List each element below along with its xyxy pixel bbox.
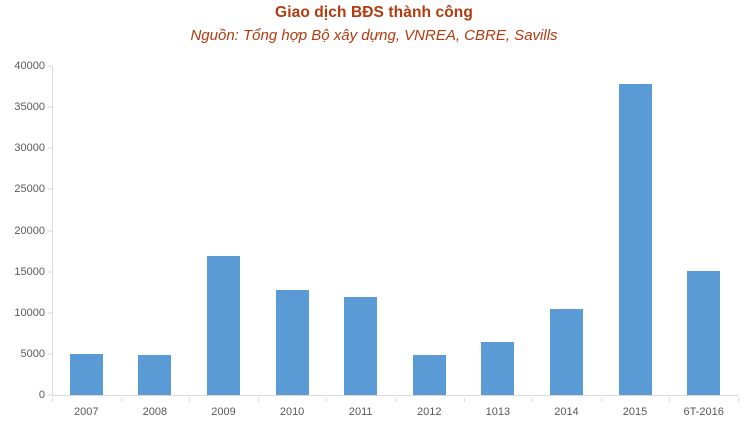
bar-2012[interactable] (412, 354, 446, 395)
x-axis-tick-mark (395, 398, 396, 402)
x-axis-labels: 2007 2008 2009 2010 2011 2012 1013 2014 2015 6T-2… (52, 398, 739, 420)
chart-title: Giao dịch BĐS thành công (275, 4, 473, 21)
bar-2014[interactable] (549, 308, 583, 395)
x-axis-tick-label: 2007 (74, 406, 99, 418)
x-axis-tick-mark (120, 398, 122, 402)
y-axis-tick-mark (48, 394, 52, 396)
x-axis-tick-mark (669, 398, 671, 402)
bar-2008[interactable] (138, 354, 172, 395)
x-axis-tick-mark (52, 398, 53, 402)
bar-slot (189, 66, 258, 395)
y-axis-tick-label: 0 (38, 389, 45, 401)
y-axis-tick-label: 15000 (14, 265, 45, 278)
y-axis-tick-mark (48, 230, 52, 231)
bar-slot (464, 66, 533, 395)
x-axis-tick-mark (189, 398, 191, 402)
bar-2009[interactable] (206, 256, 240, 395)
x-axis-tick-mark (600, 398, 602, 402)
y-axis-tick-label: 25000 (14, 183, 45, 196)
x-axis-tick-mark (532, 398, 534, 402)
plot-area: 0 5000 10000 15000 20000 25000 30000 35000 40000 (14, 60, 738, 401)
x-axis-tick-mark (463, 398, 465, 402)
y-axis-tick-mark (48, 312, 52, 314)
x-axis-tick-label: 6T-2016 (683, 406, 724, 418)
x-axis-tick-label: 1013 (485, 406, 511, 418)
bar-slot (258, 66, 327, 395)
bar-slot (601, 66, 670, 395)
x-axis-tick-label: 2010 (279, 406, 305, 418)
y-axis-tick-label: 5000 (20, 347, 45, 360)
y-axis-tick-label: 10000 (14, 306, 45, 319)
y-axis-line (52, 66, 53, 395)
y-axis-tick-mark (48, 188, 52, 190)
x-axis-tick-label: 2008 (142, 406, 168, 418)
x-axis-tick-label: 2014 (554, 406, 579, 418)
bar-series (52, 66, 738, 395)
y-axis-tick-mark (48, 106, 52, 108)
bar-1013[interactable] (481, 341, 515, 395)
x-axis-tick-label: 2011 (348, 406, 373, 418)
bar-slot (52, 66, 121, 395)
bar-slot (669, 66, 738, 395)
bar-slot (121, 66, 190, 395)
bar-slot (326, 66, 395, 395)
y-axis-tick-mark (48, 353, 52, 355)
y-axis-tick-label: 35000 (14, 101, 45, 114)
bar-slot (532, 66, 601, 395)
y-axis-tick-label: 40000 (14, 60, 45, 72)
y-axis-tick-mark (48, 65, 52, 67)
x-axis-tick-mark (326, 398, 328, 402)
y-axis-tick-label: 20000 (14, 224, 45, 237)
x-axis-tick-mark (738, 398, 739, 402)
y-axis-tick-mark (48, 147, 52, 149)
bar-2011[interactable] (344, 297, 378, 395)
x-axis-tick-mark (257, 398, 259, 402)
x-axis-tick-label: 2015 (622, 406, 648, 418)
y-axis-tick-label: 30000 (14, 142, 45, 155)
x-axis-tick-label: 2012 (417, 406, 442, 418)
bar-2015[interactable] (618, 84, 652, 395)
y-axis-tick-mark (48, 271, 52, 273)
bar-2010[interactable] (275, 289, 309, 395)
x-axis-line (52, 395, 738, 396)
chart-subtitle: Nguồn: Tổng hợp Bộ xây dựng, VNREA, CBRE… (190, 27, 558, 44)
bar-2007[interactable] (69, 353, 103, 395)
bar-slot (395, 66, 464, 395)
x-axis-tick-label: 2009 (211, 406, 236, 418)
bar-6T-2016[interactable] (687, 270, 721, 395)
